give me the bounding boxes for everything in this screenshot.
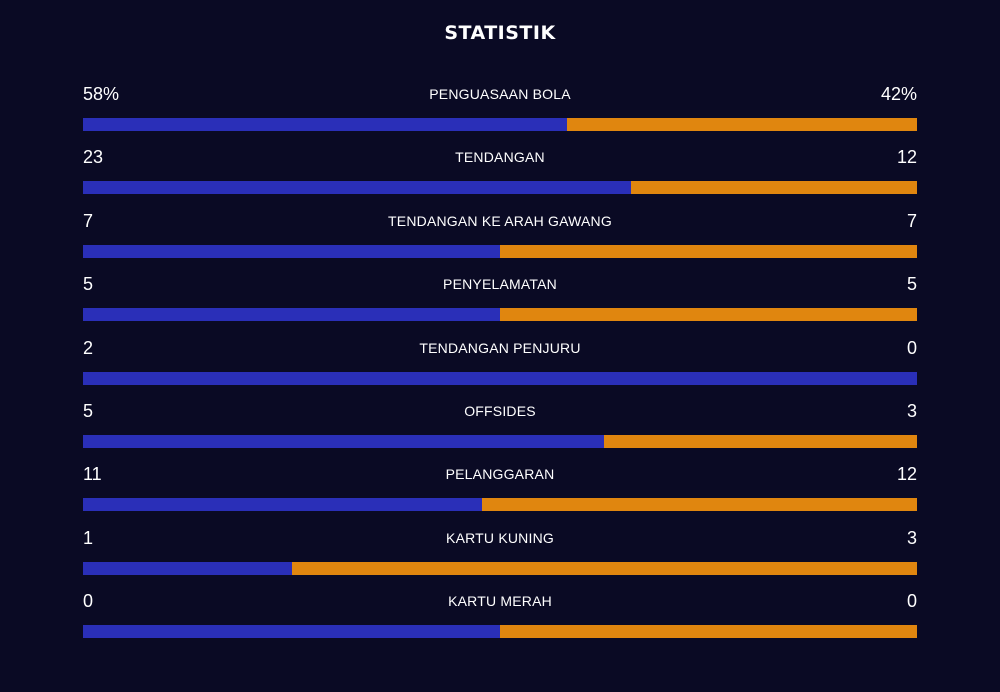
stat-label: KARTU MERAH [448,593,552,610]
away-bar-segment [291,561,917,575]
home-bar-segment [83,371,917,385]
away-value: 5 [906,274,917,295]
stat-row-yellow-cards: 1 KARTU KUNING 3 [83,524,917,587]
comparison-bar [83,181,917,195]
comparison-bar [83,561,917,575]
away-value: 7 [906,210,917,231]
stats-list: 58% PENGUASAAN BOLA 42% 23 TENDANGAN 12 … [83,80,917,651]
away-value: 12 [896,147,917,168]
home-bar-segment [83,181,631,195]
away-value: 0 [906,337,917,358]
away-value: 0 [906,591,917,612]
home-bar-segment [83,308,500,322]
comparison-bar [83,118,917,131]
home-value: 1 [83,527,94,548]
away-value: 42% [880,84,917,104]
home-bar-segment [83,434,605,448]
stat-row-shots: 23 TENDANGAN 12 [83,143,917,206]
home-bar-segment [83,561,292,575]
stat-row-red-cards: 0 KARTU MERAH 0 [83,587,917,650]
comparison-bar [83,308,917,322]
home-bar-segment [83,498,482,512]
stat-label: TENDANGAN KE ARAH GAWANG [388,212,612,229]
home-bar-segment [83,625,500,639]
comparison-bar [83,244,917,258]
comparison-bar [83,625,917,639]
stat-row-corners: 2 TENDANGAN PENJURU 0 [83,334,917,397]
home-value: 11 [83,464,102,485]
away-value: 3 [906,400,917,421]
away-bar-segment [500,308,917,322]
away-bar-segment [481,498,917,512]
away-bar-segment [500,625,917,639]
stat-label: KARTU KUNING [446,529,554,546]
comparison-bar [83,434,917,448]
away-bar-segment [500,244,917,258]
home-value: 2 [83,337,94,358]
away-bar-segment [630,181,917,195]
stat-label: TENDANGAN [455,149,545,166]
home-value: 5 [83,274,94,295]
stat-row-shots-on-target: 7 TENDANGAN KE ARAH GAWANG 7 [83,207,917,270]
home-bar-segment [83,244,500,258]
stat-row-fouls: 11 PELANGGARAN 12 [83,460,917,523]
comparison-bar [83,371,917,385]
stat-row-offsides: 5 OFFSIDES 3 [83,397,917,460]
away-value: 3 [906,527,917,548]
away-value: 12 [896,464,917,485]
away-bar-segment [604,434,917,448]
home-value: 58% [83,84,120,104]
home-bar-segment [83,118,567,131]
away-bar-segment [566,118,917,131]
home-value: 23 [83,147,104,168]
home-value: 5 [83,400,94,421]
comparison-bar [83,498,917,512]
stat-row-ball-possession: 58% PENGUASAAN BOLA 42% [83,80,917,143]
stat-row-saves: 5 PENYELAMATAN 5 [83,270,917,333]
stat-label: OFFSIDES [464,402,536,419]
home-value: 7 [83,210,94,231]
page-title: STATISTIK [444,22,556,44]
stat-label: PENGUASAAN BOLA [429,86,571,102]
home-value: 0 [83,591,94,612]
stat-label: PELANGGARAN [445,466,555,483]
stat-label: PENYELAMATAN [443,276,557,293]
stat-label: TENDANGAN PENJURU [419,339,581,356]
